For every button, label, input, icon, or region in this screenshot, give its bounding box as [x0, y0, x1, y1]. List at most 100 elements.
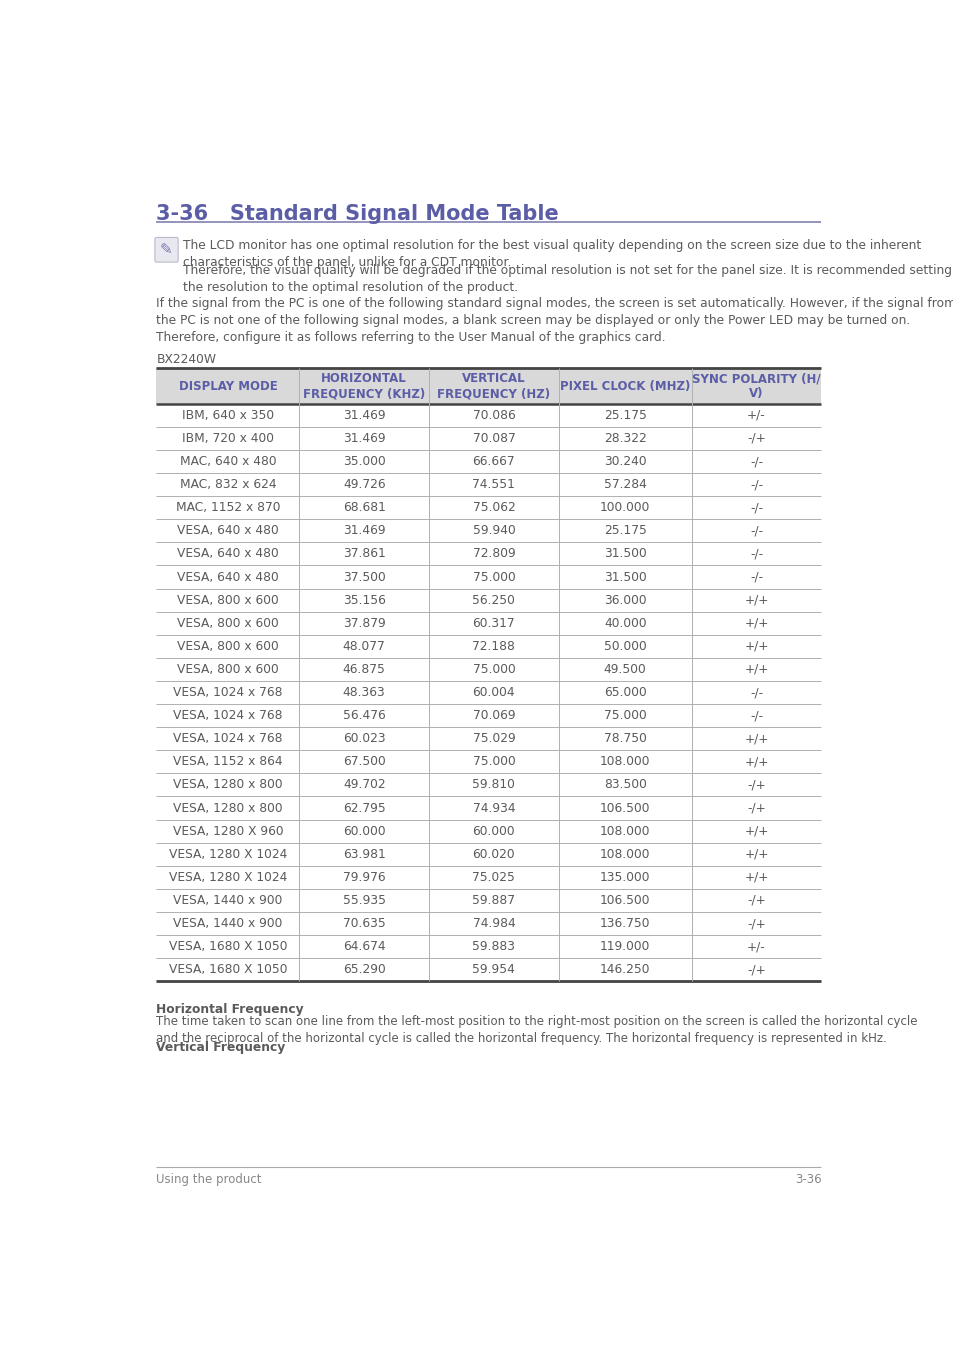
Text: 67.500: 67.500 [342, 756, 385, 768]
Text: +/-: +/- [746, 940, 765, 953]
Text: 63.981: 63.981 [342, 848, 385, 861]
Text: +/+: +/+ [743, 871, 768, 884]
Text: 36.000: 36.000 [603, 594, 646, 606]
Text: VERTICAL
FREQUENCY (HZ): VERTICAL FREQUENCY (HZ) [436, 373, 550, 400]
Text: -/+: -/+ [746, 802, 765, 814]
Text: 75.000: 75.000 [472, 756, 515, 768]
Text: VESA, 640 x 480: VESA, 640 x 480 [177, 548, 278, 560]
Text: 59.887: 59.887 [472, 894, 515, 907]
Text: 59.810: 59.810 [472, 779, 515, 791]
Text: 70.069: 70.069 [472, 709, 515, 722]
Text: 25.175: 25.175 [603, 524, 646, 537]
Text: HORIZONTAL
FREQUENCY (KHZ): HORIZONTAL FREQUENCY (KHZ) [303, 373, 425, 400]
Text: ✎: ✎ [160, 242, 172, 258]
Text: VESA, 1024 x 768: VESA, 1024 x 768 [173, 732, 282, 745]
Text: +/-: +/- [746, 409, 765, 421]
Text: 74.934: 74.934 [472, 802, 515, 814]
Text: DISPLAY MODE: DISPLAY MODE [178, 379, 277, 393]
Text: 48.363: 48.363 [342, 686, 385, 699]
Text: 30.240: 30.240 [603, 455, 646, 468]
Text: -/-: -/- [749, 548, 762, 560]
Text: VESA, 1024 x 768: VESA, 1024 x 768 [173, 686, 282, 699]
Text: +/+: +/+ [743, 825, 768, 837]
Bar [156, 369, 821, 404]
Text: 59.883: 59.883 [472, 940, 515, 953]
Text: 72.188: 72.188 [472, 640, 515, 653]
Text: -/+: -/+ [746, 779, 765, 791]
Text: -/+: -/+ [746, 432, 765, 446]
Text: VESA, 1680 X 1050: VESA, 1680 X 1050 [169, 940, 287, 953]
Text: 75.000: 75.000 [603, 709, 646, 722]
Text: -/+: -/+ [746, 894, 765, 907]
Text: 100.000: 100.000 [599, 501, 650, 514]
Text: 68.681: 68.681 [342, 501, 385, 514]
Text: VESA, 800 x 600: VESA, 800 x 600 [177, 640, 278, 653]
Text: +/+: +/+ [743, 594, 768, 606]
Text: PIXEL CLOCK (MHZ): PIXEL CLOCK (MHZ) [559, 379, 690, 393]
Text: 31.500: 31.500 [603, 548, 646, 560]
Text: BX2240W: BX2240W [156, 352, 216, 366]
Text: 31.469: 31.469 [342, 432, 385, 446]
Text: 35.156: 35.156 [342, 594, 385, 606]
Text: VESA, 1440 x 900: VESA, 1440 x 900 [173, 917, 282, 930]
Text: 25.175: 25.175 [603, 409, 646, 421]
FancyBboxPatch shape [154, 238, 178, 262]
Text: +/+: +/+ [743, 732, 768, 745]
Text: 70.087: 70.087 [472, 432, 515, 446]
Text: 146.250: 146.250 [599, 964, 650, 976]
Text: 60.317: 60.317 [472, 617, 515, 629]
Text: 64.674: 64.674 [342, 940, 385, 953]
Text: VESA, 640 x 480: VESA, 640 x 480 [177, 524, 278, 537]
Text: 72.809: 72.809 [472, 548, 515, 560]
Text: 75.062: 75.062 [472, 501, 515, 514]
Text: 66.667: 66.667 [472, 455, 515, 468]
Text: +/+: +/+ [743, 756, 768, 768]
Text: +/+: +/+ [743, 663, 768, 676]
Text: Using the product: Using the product [156, 1173, 262, 1187]
Text: 78.750: 78.750 [603, 732, 646, 745]
Text: VESA, 1280 x 800: VESA, 1280 x 800 [172, 802, 282, 814]
Text: +/+: +/+ [743, 617, 768, 629]
Text: 49.702: 49.702 [342, 779, 385, 791]
Text: 40.000: 40.000 [603, 617, 646, 629]
Text: 75.000: 75.000 [472, 663, 515, 676]
Text: 65.000: 65.000 [603, 686, 646, 699]
Text: 70.086: 70.086 [472, 409, 515, 421]
Text: 75.025: 75.025 [472, 871, 515, 884]
Text: IBM, 720 x 400: IBM, 720 x 400 [182, 432, 274, 446]
Text: 83.500: 83.500 [603, 779, 646, 791]
Text: 50.000: 50.000 [603, 640, 646, 653]
Text: 70.635: 70.635 [342, 917, 385, 930]
Text: MAC, 640 x 480: MAC, 640 x 480 [179, 455, 276, 468]
Text: 48.077: 48.077 [342, 640, 385, 653]
Text: 135.000: 135.000 [599, 871, 650, 884]
Text: Vertical Frequency: Vertical Frequency [156, 1041, 285, 1054]
Text: 60.020: 60.020 [472, 848, 515, 861]
Text: 56.250: 56.250 [472, 594, 515, 606]
Text: 65.290: 65.290 [342, 964, 385, 976]
Text: 56.476: 56.476 [342, 709, 385, 722]
Text: 55.935: 55.935 [342, 894, 385, 907]
Text: 31.469: 31.469 [342, 409, 385, 421]
Text: 108.000: 108.000 [599, 848, 650, 861]
Text: +/+: +/+ [743, 640, 768, 653]
Text: VESA, 1280 X 960: VESA, 1280 X 960 [172, 825, 283, 837]
Text: 57.284: 57.284 [603, 478, 646, 491]
Text: -/+: -/+ [746, 964, 765, 976]
Text: VESA, 1680 X 1050: VESA, 1680 X 1050 [169, 964, 287, 976]
Text: 49.726: 49.726 [342, 478, 385, 491]
Text: 37.500: 37.500 [342, 571, 385, 583]
Text: -/-: -/- [749, 524, 762, 537]
Text: VESA, 640 x 480: VESA, 640 x 480 [177, 571, 278, 583]
Text: 35.000: 35.000 [342, 455, 385, 468]
Text: 60.000: 60.000 [342, 825, 385, 837]
Text: -/-: -/- [749, 709, 762, 722]
Text: 59.940: 59.940 [472, 524, 515, 537]
Text: If the signal from the PC is one of the following standard signal modes, the scr: If the signal from the PC is one of the … [156, 297, 953, 344]
Text: 75.029: 75.029 [472, 732, 515, 745]
Text: 60.000: 60.000 [472, 825, 515, 837]
Text: -/-: -/- [749, 455, 762, 468]
Text: Horizontal Frequency: Horizontal Frequency [156, 1003, 304, 1015]
Text: -/+: -/+ [746, 917, 765, 930]
Text: 74.551: 74.551 [472, 478, 515, 491]
